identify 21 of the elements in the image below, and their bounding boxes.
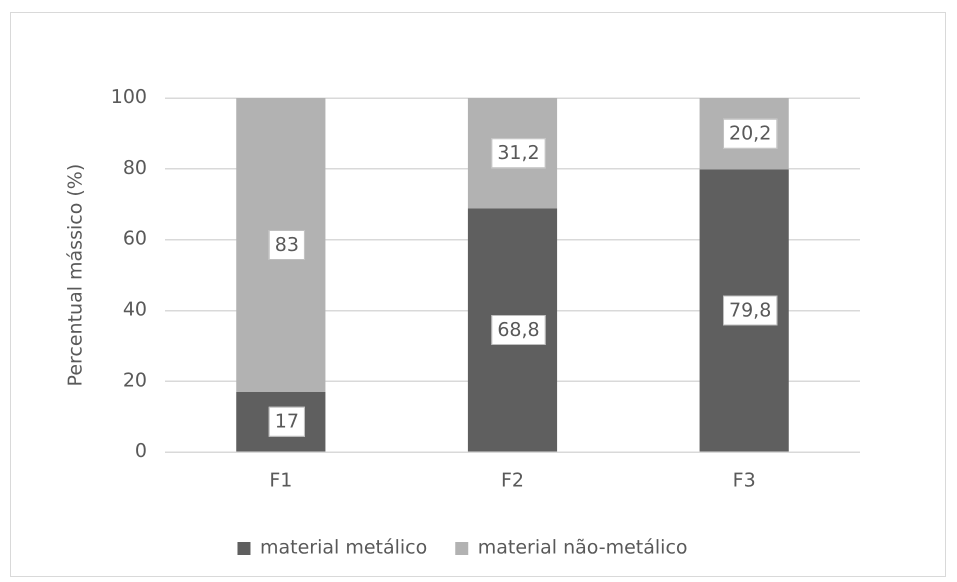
y-tick-label: 60	[122, 228, 147, 250]
x-tick-label: F3	[732, 470, 756, 492]
data-label: 68,8	[497, 318, 540, 341]
y-axis-title: Percentual mássico (%)	[64, 164, 86, 386]
bar	[700, 170, 789, 452]
bar	[468, 208, 558, 452]
y-tick-label: 20	[122, 369, 147, 392]
bar	[236, 98, 326, 392]
legend-label: material não-metálico	[478, 536, 688, 558]
y-tick-label: 0	[134, 440, 147, 462]
x-tick-label: F2	[500, 470, 524, 492]
data-label: 17	[274, 410, 299, 433]
y-tick-label: 80	[122, 156, 147, 179]
data-label: 31,2	[497, 142, 540, 164]
data-label: 79,8	[729, 299, 772, 322]
data-label: 83	[274, 234, 299, 256]
data-label: 20,2	[729, 122, 772, 145]
y-tick-label: 100	[110, 86, 147, 108]
legend-label: material metálico	[260, 536, 428, 558]
x-tick-label: F1	[269, 470, 292, 492]
y-tick-label: 40	[122, 298, 147, 320]
